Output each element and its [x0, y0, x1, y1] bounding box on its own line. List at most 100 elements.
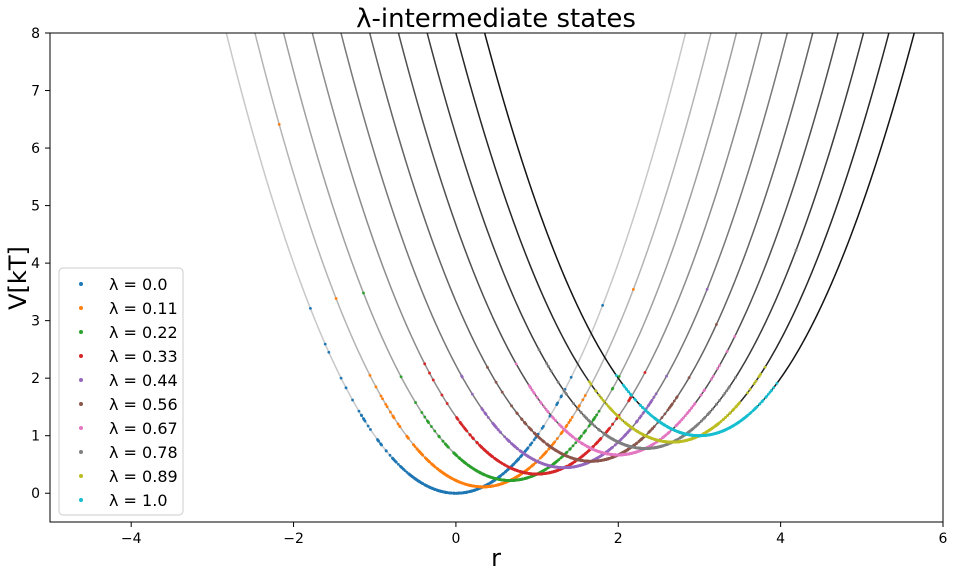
sample-point: [643, 408, 647, 412]
sample-point: [430, 425, 433, 428]
sample-point: [675, 395, 679, 399]
legend-label: λ = 0.33: [109, 347, 178, 366]
sample-point: [560, 466, 564, 470]
sample-point: [748, 387, 752, 391]
sample-point: [641, 406, 645, 410]
sample-point: [554, 419, 557, 422]
sample-point: [607, 452, 610, 456]
sample-point: [513, 476, 517, 480]
sample-point: [690, 427, 694, 431]
sample-point: [540, 402, 543, 405]
sample-point: [539, 456, 542, 460]
sample-point: [503, 435, 507, 439]
sample-point: [653, 437, 657, 441]
sample-point: [454, 491, 458, 495]
sample-point: [327, 350, 331, 354]
sample-point: [711, 374, 715, 378]
sample-point: [615, 417, 619, 421]
sample-point: [563, 453, 567, 457]
sample-point: [733, 334, 737, 338]
sample-point: [470, 489, 474, 493]
sample-point: [488, 453, 492, 456]
sample-point: [626, 452, 630, 456]
sample-point: [581, 454, 585, 458]
sample-point: [674, 424, 678, 428]
sample-point: [446, 491, 449, 495]
sample-point: [533, 458, 537, 462]
potential-curve: [455, 33, 890, 443]
sample-point: [455, 416, 459, 419]
legend-marker: [79, 450, 83, 454]
sample-point: [545, 362, 549, 365]
sample-point: [699, 393, 703, 397]
sample-point: [351, 398, 354, 402]
y-tick-label: 1: [31, 429, 40, 445]
sample-point: [794, 248, 798, 252]
sample-point: [574, 437, 578, 441]
sample-point: [665, 425, 669, 428]
sample-point: [541, 469, 545, 473]
sample-point: [577, 405, 581, 408]
sample-point: [579, 463, 583, 467]
sample-point: [721, 418, 725, 421]
x-tick-label: 4: [776, 531, 785, 547]
sample-point: [683, 414, 687, 418]
sample-point: [724, 416, 727, 419]
sample-point: [591, 459, 595, 463]
sample-point: [545, 471, 549, 475]
y-tick-label: 4: [31, 256, 40, 272]
sample-point: [415, 447, 419, 451]
sample-point: [494, 380, 498, 384]
sample-point: [541, 439, 545, 443]
sample-point: [721, 393, 725, 397]
sample-point: [511, 443, 514, 446]
sample-point: [517, 457, 520, 461]
sample-point: [553, 465, 557, 469]
sample-point: [557, 458, 560, 462]
sample-point: [604, 452, 608, 456]
sample-point: [442, 471, 445, 475]
sample-point: [706, 412, 710, 416]
sample-point: [418, 450, 422, 454]
sample-point: [583, 452, 587, 456]
sample-point: [423, 362, 427, 366]
sample-point: [523, 477, 527, 480]
legend-marker: [79, 426, 83, 430]
sample-point: [420, 411, 424, 414]
legend-marker: [79, 402, 83, 406]
sample-point: [693, 402, 696, 406]
x-tick-label: 0: [451, 531, 460, 547]
sample-point: [334, 297, 338, 300]
sample-point: [650, 414, 654, 418]
sample-point: [576, 407, 580, 411]
sample-point: [584, 462, 588, 465]
sample-point: [557, 422, 561, 426]
sample-point: [524, 422, 527, 426]
sample-point: [670, 402, 674, 406]
sample-point: [609, 436, 613, 440]
sample-point: [695, 423, 699, 427]
sample-point: [648, 446, 652, 450]
sample-point: [606, 428, 610, 432]
sample-point: [500, 390, 504, 394]
sample-point: [633, 397, 637, 401]
sample-point: [519, 478, 523, 481]
sample-point: [702, 389, 706, 393]
sample-point: [698, 434, 702, 438]
sample-point: [666, 442, 670, 446]
sample-point: [553, 461, 557, 465]
sample-point: [532, 390, 535, 394]
sample-point: [564, 466, 568, 470]
sample-point: [740, 418, 744, 422]
sample-point: [654, 440, 658, 444]
x-tick-label: −4: [121, 531, 142, 547]
sample-point: [632, 443, 636, 447]
sample-point: [621, 383, 625, 387]
sample-point: [581, 398, 585, 402]
sample-point: [323, 342, 327, 346]
potential-curve: [483, 33, 916, 437]
sample-point: [475, 441, 479, 444]
sample-point: [400, 466, 404, 469]
legend-label: λ = 0.78: [109, 443, 178, 462]
sample-point: [639, 414, 643, 418]
